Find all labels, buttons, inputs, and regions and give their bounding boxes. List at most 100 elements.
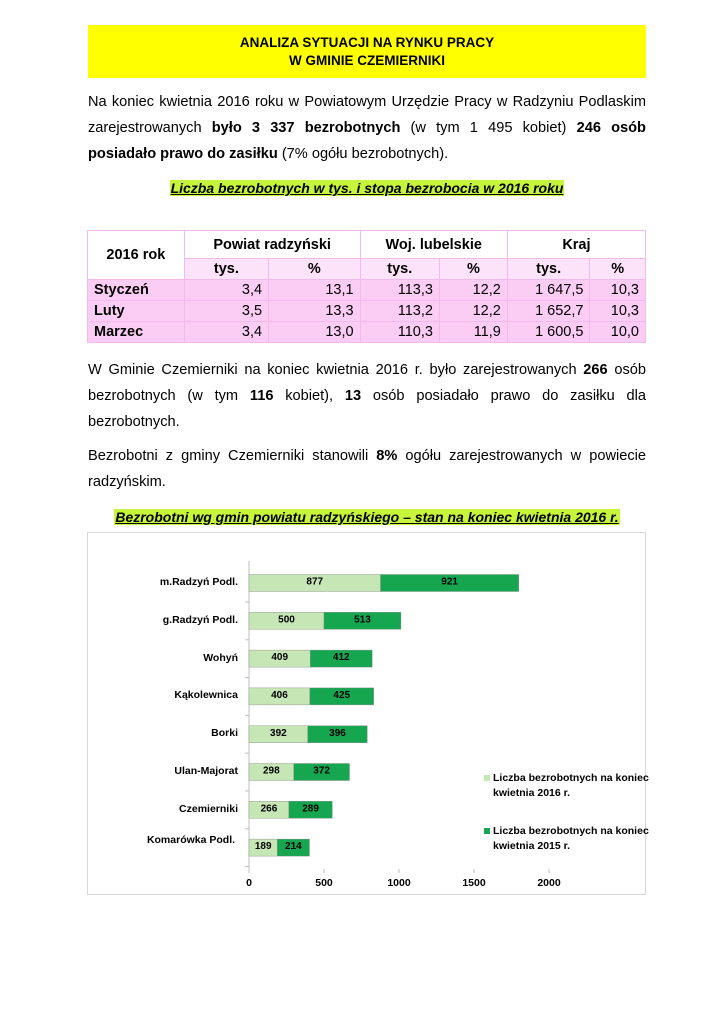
legend-item: Liczba bezrobotnych na koniec kwietnia 2… bbox=[484, 771, 658, 801]
chart-title-text: Bezrobotni wg gmin powiatu radzyńskiego … bbox=[114, 509, 620, 525]
table-cell: Luty bbox=[87, 300, 185, 322]
chart: 877 921 500 513 409 412 406 425 392 396 298 372 266 2… bbox=[87, 532, 649, 895]
data-label: 412 bbox=[333, 652, 350, 663]
table-row: Marzec 3,4 13,0 110,3 11,9 1 600,5 10,0 bbox=[87, 321, 646, 343]
table-cell: 110,3 bbox=[359, 321, 440, 343]
table-row: Styczeń 3,4 13,1 113,3 12,2 1 647,5 10,3 bbox=[87, 279, 646, 301]
table-cell: 3,5 bbox=[183, 300, 270, 322]
y-tick-label: Czemierniki bbox=[179, 802, 238, 815]
text-run: było 3 337 bezrobotnych bbox=[211, 120, 401, 136]
header-cell: tys. bbox=[506, 258, 591, 280]
data-label: 266 bbox=[261, 803, 278, 814]
data-label: 406 bbox=[271, 690, 288, 701]
bar bbox=[310, 649, 373, 668]
header-cell: Powiat radzyński bbox=[183, 230, 361, 259]
chart-title: Bezrobotni wg gmin powiatu radzyńskiego … bbox=[88, 509, 646, 525]
table-cell: 10,3 bbox=[589, 300, 646, 322]
table-cell: 12,2 bbox=[438, 300, 508, 322]
x-tick-label: 1500 bbox=[462, 877, 486, 889]
table-cell: Marzec bbox=[87, 321, 185, 343]
data-label: 921 bbox=[441, 577, 458, 588]
data-label: 372 bbox=[313, 766, 330, 777]
table-cell: 1 600,5 bbox=[506, 321, 591, 343]
header: ANALIZA SYTUACJI NA RYNKU PRACY W GMINIE… bbox=[88, 25, 646, 78]
text-run: osób bezrobotnych (w tym bbox=[88, 362, 646, 404]
text-run: Bezrobotni z gminy Czemierniki stanowili bbox=[88, 448, 377, 464]
table-title: Liczba bezrobotnych w tys. i stopa bezro… bbox=[88, 180, 646, 196]
legend-swatch bbox=[484, 775, 490, 781]
table-cell: Styczeń bbox=[87, 279, 185, 301]
bar bbox=[277, 838, 310, 857]
bar bbox=[288, 801, 333, 819]
y-tick-label: m.Radzyń Podl. bbox=[159, 576, 238, 588]
data-label: 500 bbox=[278, 614, 295, 625]
data-label: 396 bbox=[329, 728, 346, 739]
paragraph: Bezrobotni z gminy Czemierniki stanowili… bbox=[88, 443, 646, 495]
bar bbox=[380, 574, 519, 592]
table-cell: 3,4 bbox=[183, 321, 270, 343]
header-row: 2016 rok Powiat radzyński Woj. lubelskie Kr… bbox=[87, 230, 647, 280]
data-label: 214 bbox=[285, 841, 302, 852]
header-cell: Woj. lubelskie bbox=[359, 230, 508, 259]
text-run: (w tym 1 495 kobiet) bbox=[400, 120, 577, 136]
data-label: 392 bbox=[270, 728, 287, 739]
legend-item: Liczba bezrobotnych na koniec kwietnia 2… bbox=[484, 824, 658, 854]
table-cell: 13,0 bbox=[268, 321, 361, 343]
data-label: 513 bbox=[354, 614, 371, 625]
text-run: ogółu zarejestrowanych w powiecie radzyń… bbox=[88, 448, 647, 490]
header-cell: tys. bbox=[359, 258, 440, 280]
paragraph: W Gminie Czemierniki na koniec kwietnia … bbox=[88, 357, 646, 435]
table-cell: 13,1 bbox=[268, 279, 361, 301]
header-cell: % bbox=[589, 258, 646, 280]
table-cell: 10,3 bbox=[589, 279, 646, 301]
y-tick-label: Ulan-Majorat bbox=[174, 765, 238, 777]
data-label: 425 bbox=[333, 690, 350, 701]
legend-swatch bbox=[484, 828, 490, 834]
table-cell: 113,2 bbox=[359, 300, 440, 322]
header-line: ANALIZA SYTUACJI NA RYNKU PRACY bbox=[239, 34, 495, 50]
y-tick-label: Komarówka Podl. bbox=[146, 833, 236, 846]
chart-plot: 877 921 500 513 409 412 406 425 392 396 298 372 266 2… bbox=[245, 561, 550, 873]
legend-text: Liczba bezrobotnych na koniec kwietnia 2… bbox=[493, 825, 649, 852]
text-run: 116 bbox=[249, 388, 274, 404]
x-tick-label: 2000 bbox=[537, 877, 561, 889]
data-label: 409 bbox=[271, 652, 288, 663]
header-cell: Kraj bbox=[506, 230, 647, 259]
table-cell: 10,0 bbox=[589, 321, 646, 343]
text-run: 266 bbox=[583, 362, 608, 378]
y-tick-label: g.Radzyń Podl. bbox=[162, 613, 238, 626]
header-cell: tys. bbox=[183, 258, 270, 280]
header-cell: 2016 rok bbox=[87, 230, 185, 280]
data-label: 289 bbox=[302, 803, 319, 814]
y-tick-label: Kąkolewnica bbox=[174, 689, 238, 702]
text-run: osób posiadało prawo do zasiłku dla bezr… bbox=[88, 388, 646, 430]
x-tick-label: 1000 bbox=[387, 877, 411, 889]
table-cell: 1 652,7 bbox=[506, 300, 591, 322]
data-label: 189 bbox=[255, 841, 272, 852]
header-line: W GMINIE CZEMIERNIKI bbox=[289, 52, 445, 68]
data-label: 877 bbox=[306, 577, 323, 588]
table-cell: 113,3 bbox=[359, 279, 440, 301]
bar bbox=[293, 763, 350, 781]
table-title-text: Liczba bezrobotnych w tys. i stopa bezro… bbox=[169, 180, 565, 196]
bar bbox=[307, 725, 368, 743]
legend-text: Liczba bezrobotnych na koniec kwietnia 2… bbox=[493, 772, 649, 799]
text-run: kobiet), bbox=[273, 388, 345, 404]
bar bbox=[323, 612, 402, 630]
table-cell: 13,3 bbox=[268, 300, 361, 322]
data-label: 298 bbox=[263, 766, 280, 777]
text-run: 246 osób posiadało prawo do zasiłku bbox=[88, 120, 646, 162]
table-row: Luty 3,5 13,3 113,2 12,2 1 652,7 10,3 bbox=[87, 300, 646, 322]
x-tick-label: 0 bbox=[246, 877, 252, 889]
table-cell: 11,9 bbox=[438, 321, 508, 343]
text-run: W Gminie Czemierniki na koniec kwietnia … bbox=[88, 362, 584, 378]
text-run: 13 bbox=[344, 388, 362, 404]
y-tick-label: Borki bbox=[211, 727, 238, 740]
table-cell: 3,4 bbox=[183, 279, 270, 301]
header-cell: % bbox=[438, 258, 508, 280]
x-tick-label: 500 bbox=[315, 877, 333, 889]
text-run: 8% bbox=[376, 448, 398, 464]
text-run: (7% ogółu bezrobotnych). bbox=[277, 146, 449, 162]
table: 2016 rok Powiat radzyński Woj. lubelskie Kr… bbox=[87, 230, 647, 343]
header-cell: % bbox=[268, 258, 361, 280]
